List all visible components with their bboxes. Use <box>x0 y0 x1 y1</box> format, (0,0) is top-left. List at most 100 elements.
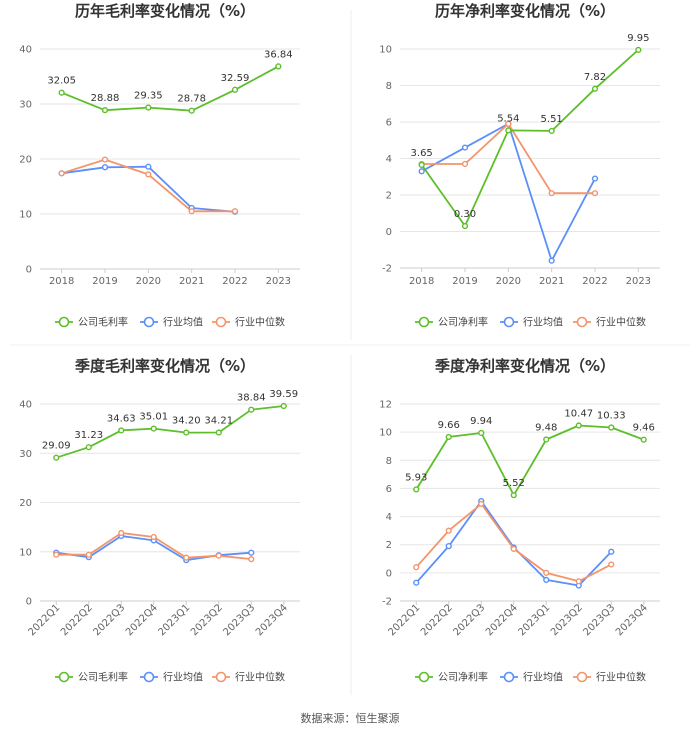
x-tick-label: 2022Q4 <box>124 602 160 638</box>
quarterly-net-median-point <box>510 545 517 553</box>
quarterly-gross-company-point <box>248 406 255 413</box>
quarterly-gross-data-label: 34.20 <box>172 416 201 427</box>
quarterly-net-data-label: 9.66 <box>438 420 460 431</box>
quarterly-gross-company-point <box>118 427 125 434</box>
legend-label: 公司净利率 <box>438 316 488 329</box>
x-tick-label: 2022Q1 <box>27 602 63 638</box>
quarterly-net-data-label: 10.47 <box>564 409 593 420</box>
annual-gross-company-line <box>61 65 279 112</box>
quarterly-gross-data-label: 38.84 <box>237 393 266 404</box>
quarterly-net-company-point <box>510 492 517 499</box>
x-tick-label: 2020 <box>136 276 161 287</box>
quarterly-net-title: 季度净利率变化情况（%） <box>435 357 615 375</box>
quarterly-net-median-point <box>478 500 485 508</box>
x-tick-label: 2019 <box>92 276 117 287</box>
x-tick-label: 2022Q3 <box>452 602 488 638</box>
annual-net-median-point <box>505 120 512 127</box>
quarterly-net-data-label: 9.46 <box>633 423 655 434</box>
x-tick-label: 2022 <box>582 276 607 287</box>
quarterly-net-median-line <box>415 502 612 583</box>
annual-gross-company-point <box>101 107 109 114</box>
quarterly-gross-median-point <box>248 556 255 563</box>
quarterly-gross-median-point <box>85 551 92 558</box>
y-tick-label: 8 <box>386 456 392 467</box>
y-tick-label: 0 <box>26 265 32 276</box>
annual-gross-median-point <box>58 170 65 177</box>
y-tick-label: 2 <box>386 191 392 202</box>
legend-swatch-marker <box>215 671 227 683</box>
quarterly-net-company-point <box>413 486 420 493</box>
quarterly-net-company-line <box>415 424 645 497</box>
annual-net-company-point <box>505 127 512 134</box>
y-tick-label: 6 <box>386 484 392 495</box>
quarterly-gross-median-point <box>150 533 157 541</box>
quarterly-gross-company-line <box>56 405 284 459</box>
x-tick-label: 2019 <box>452 276 477 287</box>
legend-swatch-marker <box>418 671 430 683</box>
quarterly-gross-data-label: 34.63 <box>107 413 136 424</box>
legend-swatch-marker <box>418 316 430 328</box>
annual-gross-chart: 历年毛利率变化情况（%） 0 10 20 30 40 2018 2019 2020 2021 202… <box>19 2 300 329</box>
y-tick-label: 4 <box>386 512 392 523</box>
annual-gross-title: 历年毛利率变化情况（%） <box>75 2 255 20</box>
x-tick-label: 2023 <box>266 276 291 287</box>
quarterly-gross-data-label: 29.09 <box>42 441 71 452</box>
y-tick-label: 6 <box>386 118 392 129</box>
legend-label: 公司毛利率 <box>78 671 128 684</box>
y-tick-label: 0 <box>386 568 392 579</box>
x-tick-label: 2020 <box>496 276 521 287</box>
quarterly-gross-legend: 公司毛利率 行业均值 行业中位数 <box>55 671 285 684</box>
annual-gross-data-label: 32.59 <box>221 73 250 84</box>
x-tick-label: 2023Q2 <box>549 602 585 638</box>
annual-gross-avg-point <box>145 163 152 170</box>
legend-label: 行业中位数 <box>235 671 285 684</box>
x-tick-label: 2023Q1 <box>517 602 553 638</box>
quarterly-gross-company-point <box>150 425 157 432</box>
y-tick-label: 10 <box>19 547 32 558</box>
quarterly-net-data-label: 5.52 <box>503 478 525 489</box>
annual-gross-legend: 公司毛利率 行业均值 行业中位数 <box>55 316 285 329</box>
x-tick-label: 2023Q4 <box>614 602 650 638</box>
legend-swatch-marker <box>58 316 70 328</box>
quarterly-net-median-point <box>413 564 420 571</box>
quarterly-gross-company-point <box>280 402 287 410</box>
x-tick-label: 2018 <box>49 276 74 287</box>
y-tick-label: 0 <box>386 227 392 238</box>
x-tick-label: 2023Q2 <box>189 602 225 638</box>
x-tick-label: 2021 <box>179 276 204 287</box>
quarterly-net-company-point <box>575 422 582 429</box>
annual-net-company-point <box>635 46 642 54</box>
annual-net-data-label: 3.65 <box>411 148 433 159</box>
annual-net-chart: 历年净利率变化情况（%） -2 0 2 4 6 8 10 2018 2019 2020 2021 202… <box>379 2 660 329</box>
annual-net-median-point <box>591 190 599 197</box>
annual-net-title: 历年净利率变化情况（%） <box>435 2 615 20</box>
x-tick-label: 2022Q2 <box>59 602 95 638</box>
quarterly-gross-title: 季度毛利率变化情况（%） <box>75 357 255 375</box>
annual-net-company-point <box>418 161 425 168</box>
quarterly-net-median-point <box>543 569 550 576</box>
legend-swatch-marker <box>143 316 155 328</box>
quarterly-net-company-point <box>608 424 615 431</box>
annual-net-company-point <box>591 85 599 92</box>
x-tick-label: 2021 <box>539 276 564 287</box>
quarterly-net-company-point <box>478 429 485 437</box>
x-tick-label: 2023Q4 <box>254 602 290 638</box>
legend-swatch-marker <box>576 671 588 683</box>
quarterly-gross-company-point <box>183 429 190 436</box>
legend-swatch-marker <box>215 316 227 328</box>
y-tick-label: 10 <box>19 210 32 221</box>
legend-label: 行业均值 <box>163 316 203 329</box>
annual-gross-data-label: 36.84 <box>264 49 293 60</box>
quarterly-gross-company-point <box>53 454 60 461</box>
annual-net-data-label: 5.51 <box>541 114 563 125</box>
y-tick-label: 40 <box>19 400 32 411</box>
x-tick-label: 2023Q3 <box>582 602 618 638</box>
legend-swatch-marker <box>503 671 515 683</box>
annual-net-avg-point <box>461 144 469 151</box>
annual-gross-company-point <box>231 86 239 93</box>
y-tick-label: 30 <box>19 100 32 111</box>
legend-swatch-marker <box>58 671 70 683</box>
quarterly-gross-avg-point <box>248 549 255 556</box>
annual-gross-company-point <box>58 89 65 96</box>
annual-net-avg-line <box>421 122 596 262</box>
